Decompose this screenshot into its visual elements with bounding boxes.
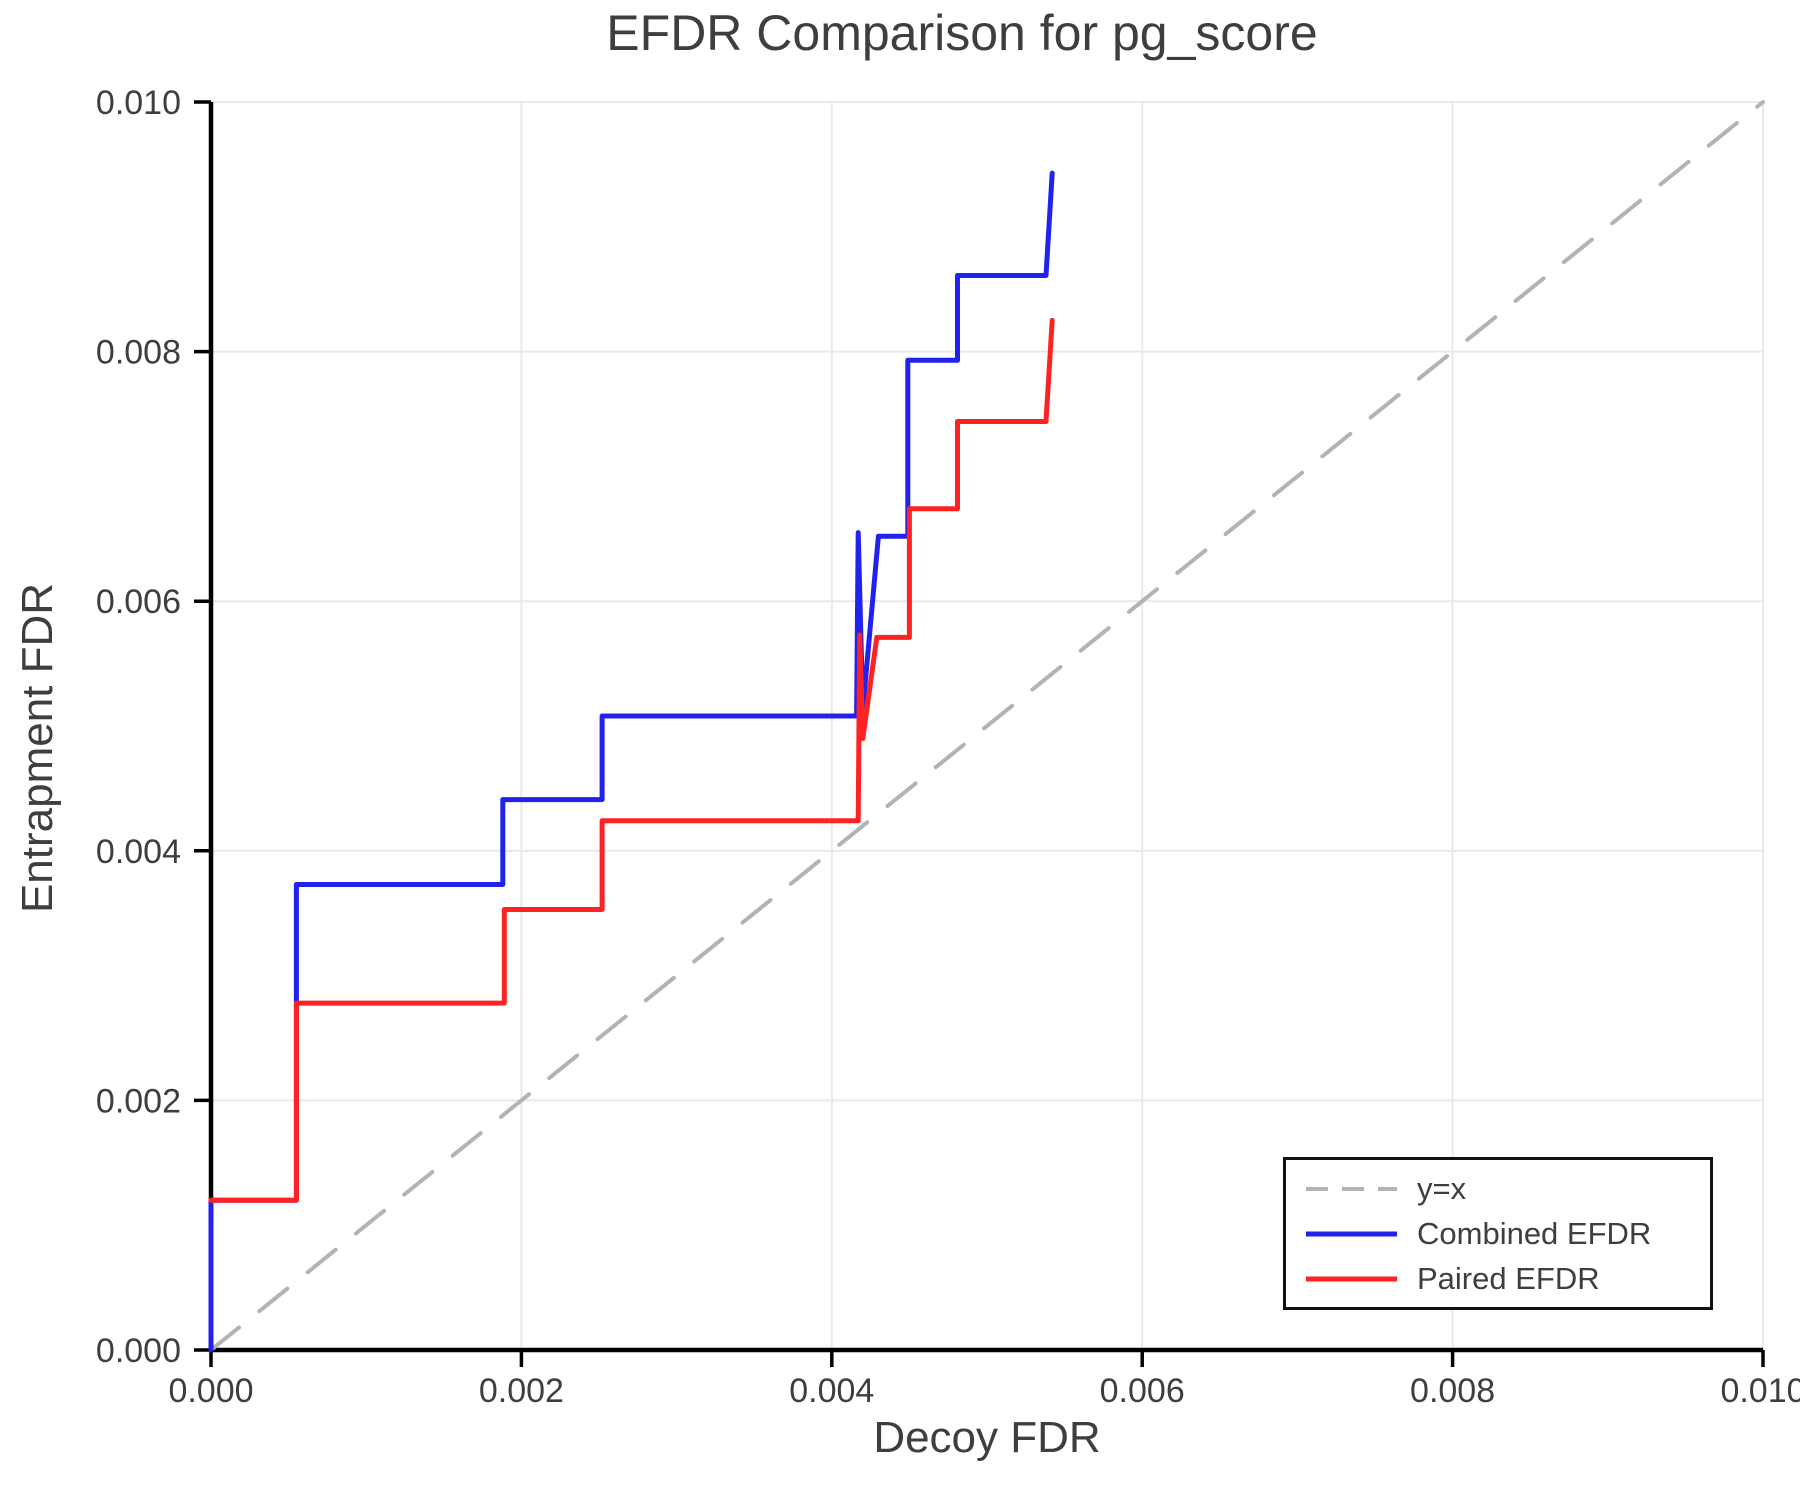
x-tick-label: 0.004 [789,1372,874,1410]
x-tick-label: 0.010 [1720,1372,1800,1410]
legend-label-reference: y=x [1417,1170,1467,1206]
dashed-line-swatch [1306,1186,1397,1191]
chart-title: EFDR Comparison for pg_score [606,5,1318,61]
y-tick-label: 0.010 [96,84,181,122]
y-tick-label: 0.006 [96,583,181,621]
gridlines [211,101,1764,1350]
blue-line-swatch [1306,1231,1397,1236]
legend-label-paired: Paired EFDR [1417,1260,1600,1296]
legend-item-reference: y=x [1304,1166,1710,1211]
x-tick-label: 0.008 [1410,1372,1495,1410]
series-line-y-x [209,100,1765,1352]
x-tick-label: 0.006 [1100,1372,1185,1410]
x-tick-label: 0.002 [479,1372,564,1410]
legend-label-combined: Combined EFDR [1417,1215,1652,1251]
axis-spines [208,102,1763,1353]
axis-ticks [194,100,1765,1367]
y-tick-label: 0.004 [96,833,181,871]
x-axis-title: Decoy FDR [873,1413,1101,1462]
y-tick-label: 0.002 [96,1082,181,1120]
tick-labels: 0.000 0.002 0.004 0.006 0.008 0.010 0.000 0.002… [96,84,1800,1410]
legend-item-combined: Combined EFDR [1304,1211,1710,1256]
series-line-combined-efdr [208,170,1055,1353]
y-tick-label: 0.000 [96,1332,181,1370]
red-line-swatch [1306,1276,1397,1281]
legend-box: y=x Combined EFDR Paired EFDR [1283,1157,1713,1310]
x-tick-label: 0.000 [168,1372,253,1410]
series-line-paired-efdr [208,317,1055,1203]
y-tick-label: 0.008 [96,334,181,372]
legend-item-paired: Paired EFDR [1304,1256,1710,1301]
series-lines [208,100,1765,1353]
